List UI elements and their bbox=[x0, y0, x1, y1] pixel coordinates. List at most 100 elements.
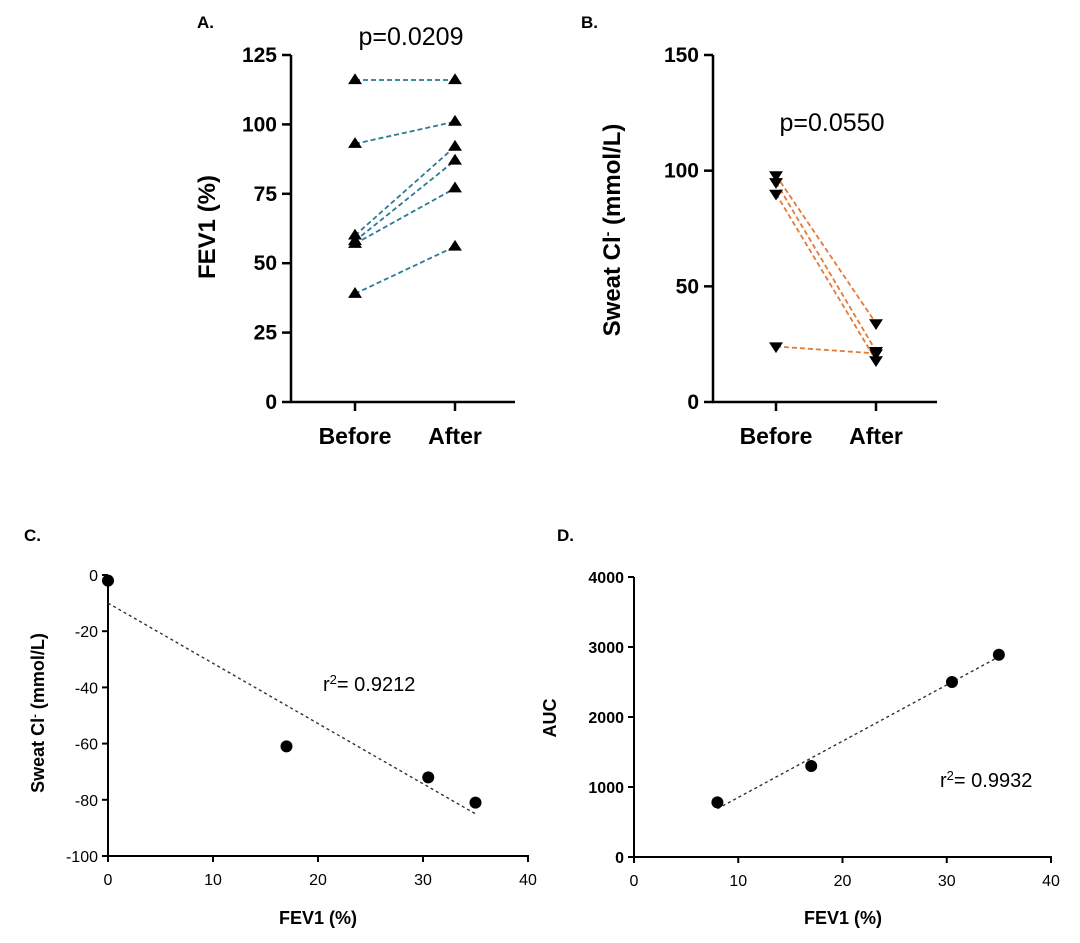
panel-b-y-axis-title-rest: (mmol/L) bbox=[599, 124, 626, 232]
panel-d-points bbox=[711, 648, 1005, 809]
data-point-marker bbox=[769, 178, 783, 189]
x-tick-label: 10 bbox=[204, 872, 222, 889]
panel-b-y-axis-title-main: Sweat Cl bbox=[599, 236, 626, 336]
panel-b-y-axis-title-sup: - bbox=[599, 231, 615, 236]
panel-b-y-axis-title: Sweat Cl- (mmol/L) bbox=[599, 124, 626, 337]
panel-c-points bbox=[102, 574, 482, 809]
panel-d-r-sup: 2 bbox=[947, 768, 954, 783]
series-line bbox=[354, 120, 456, 145]
panel-c-fit bbox=[107, 602, 476, 815]
panel-c-y-axis-title-sup: - bbox=[29, 714, 41, 718]
series-line bbox=[354, 245, 456, 295]
x-tick-label: 40 bbox=[1042, 873, 1060, 890]
data-point-marker bbox=[448, 114, 462, 126]
y-tick-label: 4000 bbox=[588, 570, 624, 587]
x-tick-label: After bbox=[428, 423, 482, 449]
x-tick-label: Before bbox=[319, 423, 392, 449]
panel-d-x-axis-title: FEV1 (%) bbox=[804, 908, 882, 928]
data-point-marker bbox=[348, 287, 362, 298]
y-tick-label: 0 bbox=[89, 568, 98, 585]
data-point bbox=[280, 740, 293, 753]
panel-d-label: D. bbox=[557, 526, 574, 545]
panel-c-y-axis-title-rest: (mmol/L) bbox=[28, 633, 48, 714]
series-line bbox=[775, 174, 877, 324]
panel-d-r-value: = 0.9932 bbox=[954, 770, 1032, 792]
data-point-marker bbox=[348, 73, 362, 85]
panel-a-label: A. bbox=[197, 13, 214, 32]
y-tick-label: -20 bbox=[75, 624, 98, 641]
panel-c-r-value: = 0.9212 bbox=[337, 674, 415, 696]
data-point bbox=[102, 574, 114, 587]
data-point bbox=[422, 771, 435, 784]
data-point bbox=[711, 796, 724, 809]
series-line bbox=[354, 159, 456, 242]
y-tick-label: 50 bbox=[676, 275, 699, 298]
panel-b-x-ticks: Before After bbox=[740, 402, 903, 449]
x-tick-label: 30 bbox=[414, 872, 432, 889]
data-point bbox=[469, 796, 482, 809]
data-point-marker bbox=[769, 342, 783, 354]
data-point bbox=[992, 648, 1005, 661]
panel-d: D. AUC FEV1 (%) 0 1000 2000 3000 4000 0 10 20 3… bbox=[540, 526, 1060, 928]
data-point-marker bbox=[448, 181, 462, 193]
y-tick-label: -100 bbox=[66, 849, 98, 866]
panel-c-r-label: r bbox=[323, 674, 330, 696]
panel-d-x-ticks: 0 10 20 30 40 bbox=[630, 857, 1060, 890]
series-line bbox=[354, 187, 456, 245]
y-tick-label: 1000 bbox=[588, 780, 624, 797]
panel-b-series bbox=[769, 171, 883, 368]
panel-c-r-sup: 2 bbox=[330, 672, 337, 687]
x-tick-label: 30 bbox=[938, 873, 956, 890]
panel-d-r-label: r bbox=[940, 770, 947, 792]
x-tick-label: 10 bbox=[729, 873, 747, 890]
data-point-marker bbox=[348, 228, 362, 240]
y-tick-label: -40 bbox=[75, 680, 98, 697]
panel-c-x-ticks: 0 10 20 30 40 bbox=[104, 856, 537, 889]
panel-c-r-squared: r2= 0.9212 bbox=[323, 672, 415, 697]
y-tick-label: 150 bbox=[664, 44, 699, 67]
data-point-marker bbox=[769, 189, 783, 201]
y-tick-label: 2000 bbox=[588, 710, 624, 727]
data-point-marker bbox=[448, 153, 462, 165]
data-point bbox=[805, 760, 818, 772]
data-point-marker bbox=[348, 237, 362, 248]
x-tick-label: 20 bbox=[309, 872, 327, 889]
panel-a-y-axis-title: FEV1 (%) bbox=[194, 175, 221, 279]
y-tick-label: 50 bbox=[254, 252, 277, 275]
y-tick-label: 3000 bbox=[588, 640, 624, 657]
panel-c-y-axis-title-main: Sweat Cl bbox=[28, 718, 48, 793]
data-point-marker bbox=[448, 239, 462, 251]
data-point-marker bbox=[869, 319, 883, 331]
panel-b-p-value: p=0.0550 bbox=[780, 109, 885, 137]
data-point-marker bbox=[448, 73, 462, 85]
y-tick-label: -80 bbox=[75, 793, 98, 810]
panel-a-y-ticks: 0 25 50 75 100 125 bbox=[242, 44, 291, 414]
panel-c: C. Sweat Cl- (mmol/L) FEV1 (%) -100-80-6… bbox=[24, 526, 537, 928]
panel-c-y-ticks: -100 -80 -60 -40 -20 0 bbox=[66, 568, 108, 866]
y-tick-label: 75 bbox=[254, 183, 278, 206]
panel-d-y-ticks: 0 1000 2000 3000 4000 bbox=[588, 570, 634, 867]
y-tick-label: 100 bbox=[242, 113, 277, 136]
data-point-marker bbox=[448, 139, 462, 151]
panel-b-y-ticks: 0 50 100 150 bbox=[664, 44, 713, 414]
x-tick-label: Before bbox=[740, 423, 813, 449]
panel-d-y-axis-title: AUC bbox=[540, 699, 560, 738]
panel-c-label: C. bbox=[24, 526, 41, 545]
regression-line bbox=[107, 602, 476, 815]
data-point bbox=[945, 676, 958, 688]
panel-c-y-axis-title: Sweat Cl- (mmol/L) bbox=[28, 633, 48, 793]
panel-b-label: B. bbox=[581, 13, 598, 32]
x-tick-label: 0 bbox=[630, 873, 639, 890]
panel-a-series bbox=[348, 73, 462, 298]
data-point-marker bbox=[869, 349, 883, 361]
series-line bbox=[775, 181, 877, 352]
x-tick-label: 0 bbox=[104, 872, 113, 889]
y-tick-label: 0 bbox=[265, 391, 277, 414]
y-tick-label: 100 bbox=[664, 160, 699, 183]
y-tick-label: 25 bbox=[254, 322, 278, 345]
panel-a: A. p=0.0209 FEV1 (%) 0 25 50 75 100 125 Befor… bbox=[194, 13, 515, 449]
x-tick-label: After bbox=[849, 423, 903, 449]
panel-b: B. p=0.0550 Sweat Cl- (mmol/L) 0 50 100 150… bbox=[581, 13, 937, 449]
panel-d-r-squared: r2= 0.9932 bbox=[940, 768, 1032, 793]
